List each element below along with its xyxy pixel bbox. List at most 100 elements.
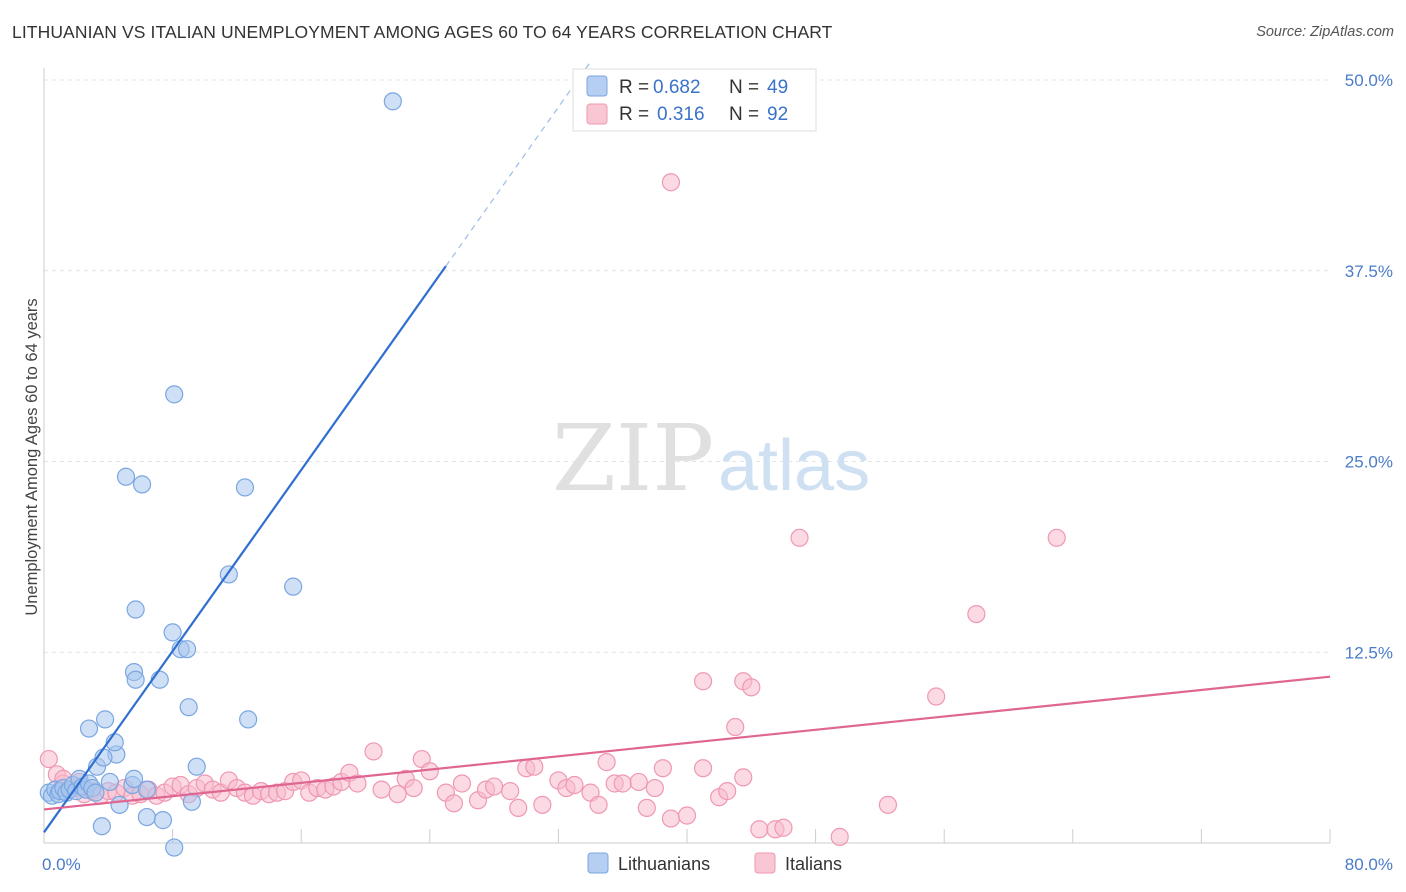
data-point-italians <box>653 759 672 778</box>
data-point-italians <box>726 717 745 737</box>
data-point-italians <box>372 780 391 799</box>
data-point-lithuanians <box>79 719 99 738</box>
x-axis-ticks <box>172 829 1331 843</box>
data-point-italians <box>39 749 58 769</box>
data-point-lithuanians <box>163 623 182 642</box>
data-point-italians <box>452 774 472 793</box>
data-point-lithuanians <box>137 780 156 799</box>
data-point-italians <box>629 772 648 792</box>
legend-n-value-italians: 92 <box>767 104 788 125</box>
data-point-lithuanians <box>95 710 115 729</box>
legend-box <box>572 68 817 132</box>
trend-lines <box>43 61 1331 833</box>
data-point-italians <box>1047 528 1066 547</box>
data-point-italians <box>485 777 504 796</box>
data-point-italians <box>388 785 407 804</box>
data-point-lithuanians <box>187 757 206 776</box>
data-point-italians <box>693 759 713 778</box>
data-point-italians <box>693 672 713 691</box>
bottom-legend-label-lithuanians: Lithuanians <box>618 854 710 874</box>
legend-n-label-italians: N = <box>729 104 759 125</box>
bottom-legend: Lithuanians Italians <box>587 852 842 874</box>
data-point-lithuanians <box>235 478 255 497</box>
legend-r-label-italians: R = <box>619 104 649 125</box>
data-point-lithuanians <box>165 385 184 404</box>
legend-n-label-lithuanians: N = <box>729 77 759 98</box>
data-point-lithuanians <box>110 795 129 814</box>
data-point-lithuanians <box>86 783 105 802</box>
data-point-lithuanians <box>383 92 402 111</box>
watermark-zip: ZIP <box>552 405 714 512</box>
data-point-lithuanians <box>177 640 197 659</box>
data-point-italians <box>718 782 737 801</box>
data-point-lithuanians <box>137 807 156 827</box>
legend-r-label-lithuanians: R = <box>619 77 649 98</box>
y-axis-label: Unemployment Among Ages 60 to 64 years <box>23 298 41 615</box>
data-point-lithuanians <box>116 467 136 486</box>
data-point-italians <box>677 806 697 825</box>
x-tick-label-min: 0.0% <box>42 855 81 874</box>
trend-line-italians <box>43 675 1331 811</box>
data-point-italians <box>734 768 753 787</box>
data-point-italians <box>878 795 898 814</box>
data-point-italians <box>661 809 681 828</box>
data-point-italians <box>364 742 383 761</box>
source-label: Source: ZipAtlas.com <box>1256 24 1394 40</box>
data-point-italians <box>533 795 552 814</box>
data-point-italians <box>597 753 616 772</box>
legend-swatch-lithuanians <box>586 75 608 97</box>
data-point-italians <box>927 687 946 706</box>
data-point-lithuanians <box>92 817 111 836</box>
data-point-lithuanians <box>100 772 120 792</box>
y-tick-label: 25.0% <box>1345 453 1393 472</box>
grid <box>44 79 1330 653</box>
data-point-italians <box>967 604 986 624</box>
data-point-italians <box>509 798 528 818</box>
data-point-italians <box>525 757 544 776</box>
data-point-italians <box>790 528 809 547</box>
data-point-lithuanians <box>132 475 152 494</box>
trend-line-lithuanians <box>43 265 447 833</box>
data-point-italians <box>348 774 367 793</box>
data-point-lithuanians <box>150 670 169 689</box>
bottom-legend-label-italians: Italians <box>785 854 842 874</box>
data-point-italians <box>589 795 608 814</box>
legend-r-value-lithuanians: 0.682 <box>653 77 701 98</box>
data-point-italians <box>565 775 584 795</box>
data-point-lithuanians <box>153 811 173 830</box>
data-point-italians <box>830 827 849 846</box>
data-point-lithuanians <box>124 769 144 789</box>
trend-line-extension-lithuanians <box>445 61 592 267</box>
data-point-italians <box>404 778 423 798</box>
data-point-lithuanians <box>165 838 184 857</box>
watermark-atlas: atlas <box>718 426 870 506</box>
legend-swatch-italians <box>586 103 608 125</box>
chart-title: LITHUANIAN VS ITALIAN UNEMPLOYMENT AMONG… <box>12 22 833 42</box>
bottom-legend-swatch-lithuanians <box>587 852 609 874</box>
legend-r-value-italians: 0.316 <box>657 104 705 125</box>
data-point-italians <box>750 820 769 839</box>
x-tick-label-max: 80.0% <box>1345 855 1393 874</box>
y-tick-label: 37.5% <box>1345 262 1393 281</box>
legend-n-value-lithuanians: 49 <box>767 77 788 98</box>
data-point-lithuanians <box>126 600 145 619</box>
data-point-italians <box>774 818 793 837</box>
series-lithuanians <box>39 92 402 857</box>
data-point-italians <box>742 678 761 697</box>
data-point-lithuanians <box>239 710 258 729</box>
data-point-italians <box>645 778 664 798</box>
data-point-lithuanians <box>284 577 303 596</box>
data-point-italians <box>661 173 681 192</box>
data-point-lithuanians <box>126 670 145 689</box>
data-point-italians <box>444 794 464 813</box>
data-point-italians <box>613 774 632 793</box>
watermark: ZIP atlas <box>552 405 870 512</box>
y-tick-label: 12.5% <box>1345 643 1393 662</box>
data-point-italians <box>637 798 656 818</box>
legend: R = 0.682 N = 49 R = 0.316 N = 92 <box>572 68 817 132</box>
y-axis-tick-labels: 12.5% 25.0% 37.5% 50.0% <box>1345 71 1393 662</box>
data-point-lithuanians <box>179 698 198 717</box>
bottom-legend-swatch-italians <box>754 852 776 874</box>
y-tick-label: 50.0% <box>1345 71 1393 90</box>
